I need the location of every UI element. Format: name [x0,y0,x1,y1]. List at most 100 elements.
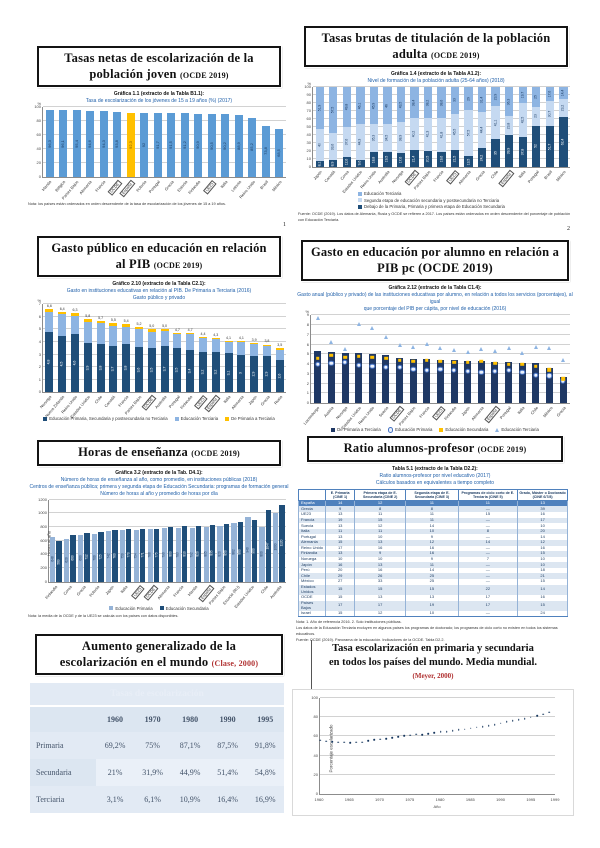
secondary-marker [397,358,402,363]
bar-columns: 4,8 6,6 4,5 6,4 4,6 6,3 3,9 5,8 3,8 5,7 3,7 5,5 3,8 5… [43,304,286,393]
x-axis-cell: Canadá [323,168,340,189]
row-label: Países Bajos [297,600,327,611]
x-axis-labels: Luxemburgo Austria Noruega Estados Unidos Re… [302,404,570,431]
x-axis-tick-label: Italia [516,405,526,416]
panel-title-suffix: (OCDE 2019) [180,70,229,80]
x-axis-tick-label: Japón [460,405,472,418]
x-axis-tick-label: Japón [103,583,115,596]
segment-value-label: 3,6 [136,367,141,372]
x-axis-labels: Noruega Nueva Zelanda Reino Unido Estados U… [38,393,286,420]
bar: 93,8 [113,111,122,178]
legend-label: Educación Primaria [395,427,433,433]
bar [464,361,472,404]
table-footnote: Nota: 1. Año de referencia 2016. 2. Solo… [296,620,402,625]
primary-marker [396,364,403,370]
bar [327,352,335,404]
caption-line: Ratio alumnos-profesor por nivel educati… [379,472,491,479]
bar-value-label: 85,2 [249,143,255,152]
bar-segment [160,329,169,331]
y-axis-tick-label: 80 [306,100,311,106]
data-point [421,734,424,736]
bar-segment [83,319,92,322]
bar-segment [71,315,79,335]
secondary-marker [547,368,552,372]
primary-marker [315,361,321,367]
x-axis-tick-label: Chile [529,405,540,416]
bar: 90,2 [221,114,230,178]
segment-value-label: 36,3 [506,98,511,106]
bar-segment: 3,2 [199,352,207,393]
x-axis-tick-label: 1970 [375,796,384,802]
tertiary-marker [492,349,497,354]
x-axis-cell: Portugal [499,404,516,425]
y-axis-tick-label: 200 [40,564,47,570]
chart-footnote: Nota: la media de la OCDE y de la UE23 s… [28,613,179,618]
panel-title: Ratio alumnos-profesor [343,441,475,455]
secondary-marker [438,359,443,364]
bar-segment: 49,8 [342,87,352,128]
primary-marker [492,368,498,374]
cell-value: 14 [517,584,568,595]
bar-segment: 34,5 [383,124,392,152]
bar-segment: 41,8 [437,118,446,152]
bar-value-label: 90,2 [222,141,228,150]
x-axis-cell: Francia [432,168,448,189]
tertiary-marker [561,358,566,363]
bar [450,360,458,404]
bar: 1000 [273,513,279,582]
bar-column: 36,3 23,8 39,9 [502,87,516,168]
stacked-bar: 3,2 [199,304,207,393]
x-axis-tick-label: Grecia [163,179,175,192]
segment-value-label: 37,8 [520,148,525,156]
bar-segment [211,339,220,353]
x-axis-tick-label: Australia [376,169,391,185]
primary-marker [546,373,553,379]
data-point [505,721,508,723]
x-axis-tick-label: Francia [172,583,185,598]
x-axis-cell: España [498,168,516,189]
bar-column [543,315,557,404]
bar-segment: 31,4 [477,87,487,113]
x-axis-tick-label: UE23 [203,180,217,195]
bar-column: 51,9 40 8,1 [313,87,327,168]
legend-item: Educación Terciaria [174,416,218,421]
bar-value-label: 68,5 [276,149,282,158]
data-point [373,738,376,741]
table-row: UE23 13 11 11 15 16 [297,512,568,518]
legend-label: Educación Secundaria [165,605,209,611]
x-axis-cell: Noruega [390,168,407,189]
bar-value-label: 92,3 [127,141,133,149]
x-axis-tick-label: OCDE [143,584,159,601]
bar: 800 [167,526,174,582]
stacked-bar: 49,8 37,6 12,6 [342,87,352,168]
stacked-bar: 3,2 [211,304,220,393]
x-axis-tick-label: Noruega [390,169,405,185]
chart-legend: Educación Primaria Educación Secundaria [28,606,290,611]
bar-column: 3,7 5,5 [107,304,120,393]
tertiary-marker [424,341,429,346]
bar-column: 46,1 44,3 9,6 [354,87,368,168]
secondary-marker [534,364,538,368]
bar-segment [275,349,284,360]
bar-segment: 19,7 [518,87,527,104]
secondary-marker [479,359,484,364]
row-label: Estados Unidos [297,584,327,595]
cell-value: 11 [405,517,459,524]
year-header: 1970 [133,706,172,733]
x-axis-tick-label: Grecia [555,405,567,418]
legend-item: De Primaria a Terciaria [331,427,381,432]
bar: 880 [237,521,243,582]
bar-column: 750 770 [119,500,133,582]
x-axis-cell: Italia [515,404,529,425]
data-point [475,726,478,728]
cell-value: 6,1% [133,786,172,814]
bar-value-label: 90,9 [195,141,201,150]
bar-value-label: 880 [237,548,242,555]
segment-value-label: 41,3 [425,131,430,138]
x-axis-cell: México [541,404,557,425]
y-axis-tick-label: 0 [315,790,318,796]
bar-column: 23,9 41,1 35 [489,87,503,168]
panel-title-citation: (Meyer, 2000) [412,672,454,681]
bar-total-label: 4,7 [187,328,193,333]
bar-value-label: 94,3 [100,140,106,149]
